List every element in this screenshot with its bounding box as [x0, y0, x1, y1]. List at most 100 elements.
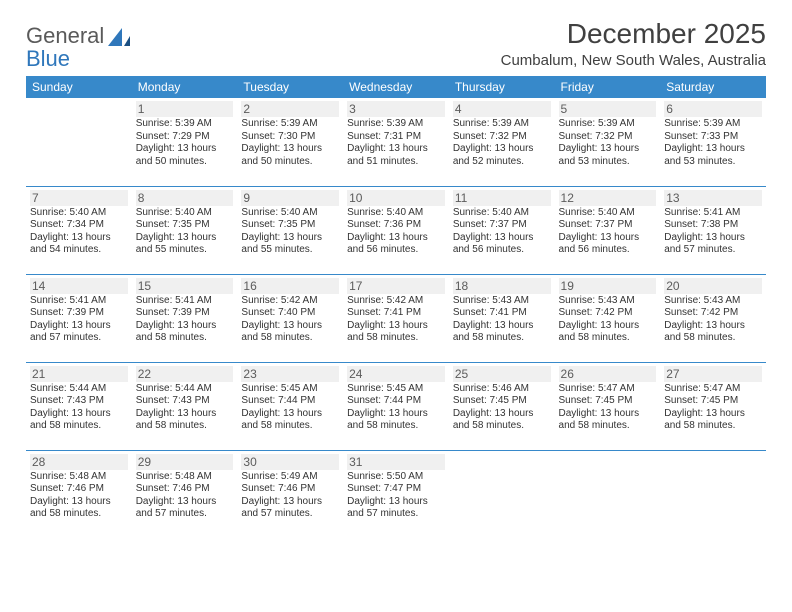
day-info: Sunrise: 5:39 AMSunset: 7:32 PMDaylight:…	[559, 118, 657, 168]
day-info: Sunrise: 5:45 AMSunset: 7:44 PMDaylight:…	[241, 383, 339, 433]
sail-icon	[106, 24, 134, 52]
calendar-day-cell: 31Sunrise: 5:50 AMSunset: 7:47 PMDayligh…	[343, 450, 449, 538]
calendar-day-cell: .	[660, 450, 766, 538]
day-info: Sunrise: 5:39 AMSunset: 7:29 PMDaylight:…	[136, 118, 234, 168]
day-info: Sunrise: 5:42 AMSunset: 7:41 PMDaylight:…	[347, 295, 445, 345]
day-info: Sunrise: 5:42 AMSunset: 7:40 PMDaylight:…	[241, 295, 339, 345]
day-number: 26	[559, 366, 657, 382]
day-info: Sunrise: 5:39 AMSunset: 7:32 PMDaylight:…	[453, 118, 551, 168]
day-number: 11	[453, 190, 551, 206]
brand-logo: General Blue	[26, 24, 134, 70]
day-info: Sunrise: 5:47 AMSunset: 7:45 PMDaylight:…	[559, 383, 657, 433]
day-info: Sunrise: 5:41 AMSunset: 7:39 PMDaylight:…	[136, 295, 234, 345]
day-number: 25	[453, 366, 551, 382]
calendar-day-cell: 4Sunrise: 5:39 AMSunset: 7:32 PMDaylight…	[449, 98, 555, 186]
calendar-day-cell: 29Sunrise: 5:48 AMSunset: 7:46 PMDayligh…	[132, 450, 238, 538]
day-number: 24	[347, 366, 445, 382]
day-number: 1	[136, 101, 234, 117]
calendar-week-row: .1Sunrise: 5:39 AMSunset: 7:29 PMDayligh…	[26, 98, 766, 186]
calendar-day-cell: 19Sunrise: 5:43 AMSunset: 7:42 PMDayligh…	[555, 274, 661, 362]
day-info: Sunrise: 5:40 AMSunset: 7:35 PMDaylight:…	[241, 207, 339, 257]
calendar-day-cell: 2Sunrise: 5:39 AMSunset: 7:30 PMDaylight…	[237, 98, 343, 186]
brand-text-1: General	[26, 24, 104, 47]
calendar-day-cell: 6Sunrise: 5:39 AMSunset: 7:33 PMDaylight…	[660, 98, 766, 186]
calendar-day-cell: 5Sunrise: 5:39 AMSunset: 7:32 PMDaylight…	[555, 98, 661, 186]
weekday-header: Tuesday	[237, 76, 343, 98]
calendar-day-cell: 11Sunrise: 5:40 AMSunset: 7:37 PMDayligh…	[449, 186, 555, 274]
weekday-header: Friday	[555, 76, 661, 98]
calendar-day-cell: 28Sunrise: 5:48 AMSunset: 7:46 PMDayligh…	[26, 450, 132, 538]
calendar-week-row: 14Sunrise: 5:41 AMSunset: 7:39 PMDayligh…	[26, 274, 766, 362]
calendar-day-cell: 15Sunrise: 5:41 AMSunset: 7:39 PMDayligh…	[132, 274, 238, 362]
calendar-day-cell: 13Sunrise: 5:41 AMSunset: 7:38 PMDayligh…	[660, 186, 766, 274]
calendar-week-row: 21Sunrise: 5:44 AMSunset: 7:43 PMDayligh…	[26, 362, 766, 450]
day-info: Sunrise: 5:40 AMSunset: 7:34 PMDaylight:…	[30, 207, 128, 257]
day-number: 22	[136, 366, 234, 382]
day-info: Sunrise: 5:40 AMSunset: 7:36 PMDaylight:…	[347, 207, 445, 257]
day-info: Sunrise: 5:39 AMSunset: 7:31 PMDaylight:…	[347, 118, 445, 168]
day-info: Sunrise: 5:44 AMSunset: 7:43 PMDaylight:…	[30, 383, 128, 433]
calendar-day-cell: 27Sunrise: 5:47 AMSunset: 7:45 PMDayligh…	[660, 362, 766, 450]
day-number: 29	[136, 454, 234, 470]
day-number: 12	[559, 190, 657, 206]
calendar-day-cell: 22Sunrise: 5:44 AMSunset: 7:43 PMDayligh…	[132, 362, 238, 450]
day-info: Sunrise: 5:48 AMSunset: 7:46 PMDaylight:…	[30, 471, 128, 521]
day-number: 30	[241, 454, 339, 470]
day-info: Sunrise: 5:46 AMSunset: 7:45 PMDaylight:…	[453, 383, 551, 433]
calendar-week-row: 28Sunrise: 5:48 AMSunset: 7:46 PMDayligh…	[26, 450, 766, 538]
brand-text-2: Blue	[26, 47, 104, 70]
day-info: Sunrise: 5:43 AMSunset: 7:41 PMDaylight:…	[453, 295, 551, 345]
day-info: Sunrise: 5:39 AMSunset: 7:33 PMDaylight:…	[664, 118, 762, 168]
weekday-header: Wednesday	[343, 76, 449, 98]
day-number: 13	[664, 190, 762, 206]
day-info: Sunrise: 5:48 AMSunset: 7:46 PMDaylight:…	[136, 471, 234, 521]
header: General Blue December 2025 Cumbalum, New…	[26, 18, 766, 70]
weekday-header-row: SundayMondayTuesdayWednesdayThursdayFrid…	[26, 76, 766, 98]
day-number: 14	[30, 278, 128, 294]
day-number: 23	[241, 366, 339, 382]
calendar-day-cell: 18Sunrise: 5:43 AMSunset: 7:41 PMDayligh…	[449, 274, 555, 362]
calendar-day-cell: 21Sunrise: 5:44 AMSunset: 7:43 PMDayligh…	[26, 362, 132, 450]
calendar-day-cell: 10Sunrise: 5:40 AMSunset: 7:36 PMDayligh…	[343, 186, 449, 274]
day-number: 3	[347, 101, 445, 117]
calendar-day-cell: 1Sunrise: 5:39 AMSunset: 7:29 PMDaylight…	[132, 98, 238, 186]
weekday-header: Saturday	[660, 76, 766, 98]
calendar-day-cell: .	[26, 98, 132, 186]
calendar-table: SundayMondayTuesdayWednesdayThursdayFrid…	[26, 76, 766, 538]
weekday-header: Thursday	[449, 76, 555, 98]
day-info: Sunrise: 5:50 AMSunset: 7:47 PMDaylight:…	[347, 471, 445, 521]
day-number: 21	[30, 366, 128, 382]
calendar-day-cell: 20Sunrise: 5:43 AMSunset: 7:42 PMDayligh…	[660, 274, 766, 362]
calendar-day-cell: 9Sunrise: 5:40 AMSunset: 7:35 PMDaylight…	[237, 186, 343, 274]
day-info: Sunrise: 5:40 AMSunset: 7:37 PMDaylight:…	[453, 207, 551, 257]
day-number: 10	[347, 190, 445, 206]
day-number: 4	[453, 101, 551, 117]
day-info: Sunrise: 5:39 AMSunset: 7:30 PMDaylight:…	[241, 118, 339, 168]
day-number: 7	[30, 190, 128, 206]
calendar-day-cell: .	[555, 450, 661, 538]
calendar-week-row: 7Sunrise: 5:40 AMSunset: 7:34 PMDaylight…	[26, 186, 766, 274]
calendar-day-cell: 8Sunrise: 5:40 AMSunset: 7:35 PMDaylight…	[132, 186, 238, 274]
day-number: 15	[136, 278, 234, 294]
calendar-day-cell: 23Sunrise: 5:45 AMSunset: 7:44 PMDayligh…	[237, 362, 343, 450]
day-info: Sunrise: 5:43 AMSunset: 7:42 PMDaylight:…	[559, 295, 657, 345]
day-number: 5	[559, 101, 657, 117]
calendar-day-cell: 16Sunrise: 5:42 AMSunset: 7:40 PMDayligh…	[237, 274, 343, 362]
day-info: Sunrise: 5:41 AMSunset: 7:38 PMDaylight:…	[664, 207, 762, 257]
day-number: 19	[559, 278, 657, 294]
day-number: 28	[30, 454, 128, 470]
day-info: Sunrise: 5:41 AMSunset: 7:39 PMDaylight:…	[30, 295, 128, 345]
day-number: 8	[136, 190, 234, 206]
day-number: 16	[241, 278, 339, 294]
day-number: 20	[664, 278, 762, 294]
day-number: 18	[453, 278, 551, 294]
day-info: Sunrise: 5:49 AMSunset: 7:46 PMDaylight:…	[241, 471, 339, 521]
day-number: 2	[241, 101, 339, 117]
day-number: 9	[241, 190, 339, 206]
day-info: Sunrise: 5:40 AMSunset: 7:37 PMDaylight:…	[559, 207, 657, 257]
day-info: Sunrise: 5:44 AMSunset: 7:43 PMDaylight:…	[136, 383, 234, 433]
calendar-day-cell: 24Sunrise: 5:45 AMSunset: 7:44 PMDayligh…	[343, 362, 449, 450]
calendar-body: .1Sunrise: 5:39 AMSunset: 7:29 PMDayligh…	[26, 98, 766, 538]
calendar-day-cell: 26Sunrise: 5:47 AMSunset: 7:45 PMDayligh…	[555, 362, 661, 450]
calendar-day-cell: 7Sunrise: 5:40 AMSunset: 7:34 PMDaylight…	[26, 186, 132, 274]
